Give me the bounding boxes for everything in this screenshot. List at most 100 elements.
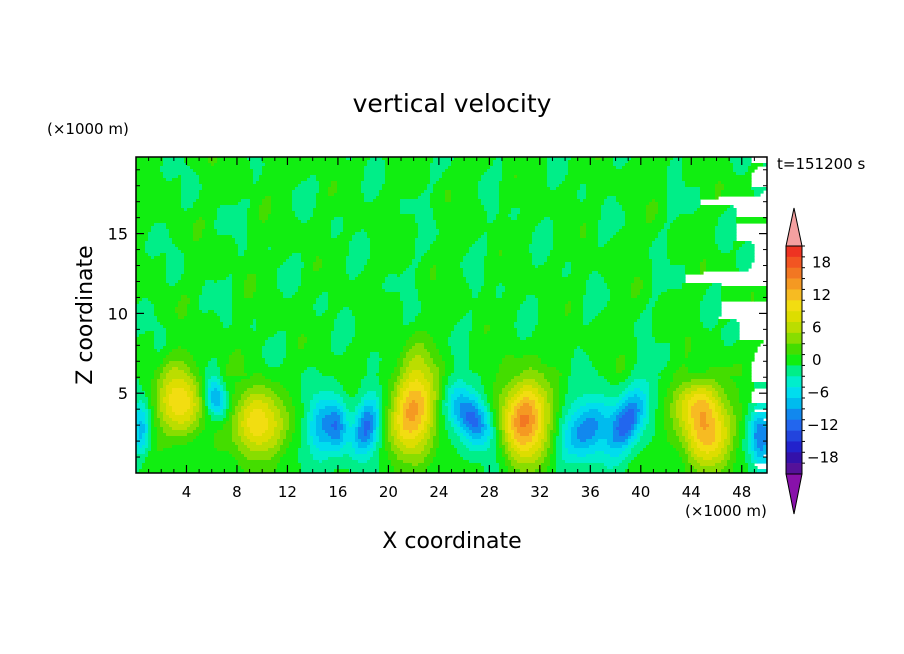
contour-cell [367, 391, 377, 395]
contour-cell [301, 220, 308, 224]
contour-cell [553, 451, 557, 455]
contour-cell [154, 409, 158, 413]
contour-cell [349, 241, 371, 245]
contour-cell [502, 250, 530, 254]
contour-cell [400, 199, 431, 203]
contour-cell [685, 439, 692, 443]
contour-cell [364, 265, 410, 269]
contour-cell [499, 433, 503, 437]
contour-cell [502, 430, 506, 434]
contour-cell [439, 427, 446, 431]
contour-cell [193, 439, 215, 443]
contour-cell [529, 421, 536, 425]
contour-cell [454, 325, 473, 329]
contour-cell [637, 424, 644, 428]
contour-cell [355, 316, 404, 320]
contour-cell [667, 178, 683, 182]
contour-cell [427, 442, 434, 446]
contour-cell [502, 427, 506, 431]
contour-cell [238, 424, 242, 428]
contour-cell [658, 235, 668, 239]
contour-cell [256, 328, 335, 332]
contour-cell [142, 421, 146, 425]
contour-cell [496, 424, 500, 428]
contour-cell [451, 163, 494, 167]
contour-cell [247, 214, 260, 218]
contour-cell [202, 310, 209, 314]
contour-cell [472, 328, 485, 332]
contour-cell [445, 196, 452, 200]
contour-cell [241, 424, 248, 428]
contour-cell [487, 412, 491, 416]
contour-cell [496, 427, 500, 431]
contour-cell [703, 427, 707, 431]
contour-cell [634, 418, 638, 422]
contour-cell [157, 385, 164, 389]
contour-cell [502, 451, 506, 455]
contour-cell [664, 406, 671, 410]
contour-cell [478, 295, 497, 299]
contour-cell [184, 259, 287, 263]
contour-cell [397, 400, 401, 404]
contour-cell [592, 319, 638, 323]
contour-cell [643, 310, 653, 314]
contour-cell [196, 388, 200, 392]
contour-cell [433, 376, 440, 380]
contour-cell [184, 379, 194, 383]
contour-cell [388, 436, 395, 440]
contour-cell [721, 250, 731, 254]
contour-cell [553, 220, 599, 224]
contour-cell [550, 382, 560, 386]
contour-cell [514, 400, 521, 404]
contour-cell [136, 415, 146, 419]
contour-cell [676, 403, 683, 407]
contour-cell [655, 337, 686, 341]
contour-cell [388, 454, 398, 458]
contour-cell [253, 319, 257, 323]
contour-cell [445, 421, 452, 425]
contour-cell [547, 259, 653, 263]
contour-cell [511, 463, 542, 467]
contour-cell [442, 394, 446, 398]
contour-cell [553, 403, 560, 407]
contour-cell [265, 415, 275, 419]
contour-cell [409, 376, 425, 380]
contour-cell [565, 307, 572, 311]
contour-cell [295, 292, 323, 296]
contour-cell [640, 421, 644, 425]
contour-cell [421, 355, 431, 359]
contour-cell [223, 379, 242, 383]
contour-cell [169, 352, 191, 356]
contour-cell [523, 370, 539, 374]
contour-cell [148, 409, 152, 413]
contour-cell [628, 439, 635, 443]
contour-cell [454, 367, 470, 371]
contour-cell [379, 193, 422, 197]
contour-cell [187, 442, 215, 446]
contour-cell [385, 172, 431, 176]
contour-cell [400, 439, 422, 443]
contour-cell [748, 409, 755, 413]
contour-cell [688, 355, 755, 359]
contour-cell [745, 430, 749, 434]
contour-cell [556, 430, 560, 434]
contour-cell [385, 445, 392, 449]
contour-cell [652, 283, 683, 287]
contour-cell [643, 391, 650, 395]
contour-cell [166, 223, 194, 227]
contour-cell [136, 163, 164, 167]
contour-cell [223, 385, 227, 389]
contour-cell [751, 295, 755, 299]
contour-cell [202, 391, 206, 395]
contour-cell [199, 394, 203, 398]
contour-cell [478, 238, 488, 242]
contour-cell [757, 418, 764, 422]
contour-cell [655, 214, 668, 218]
contour-cell [466, 412, 476, 416]
contour-cell [196, 418, 200, 422]
contour-cell [271, 379, 302, 383]
contour-cell [559, 391, 569, 395]
contour-cell [313, 457, 329, 461]
contour-cell [265, 340, 287, 344]
contour-cell [484, 268, 563, 272]
